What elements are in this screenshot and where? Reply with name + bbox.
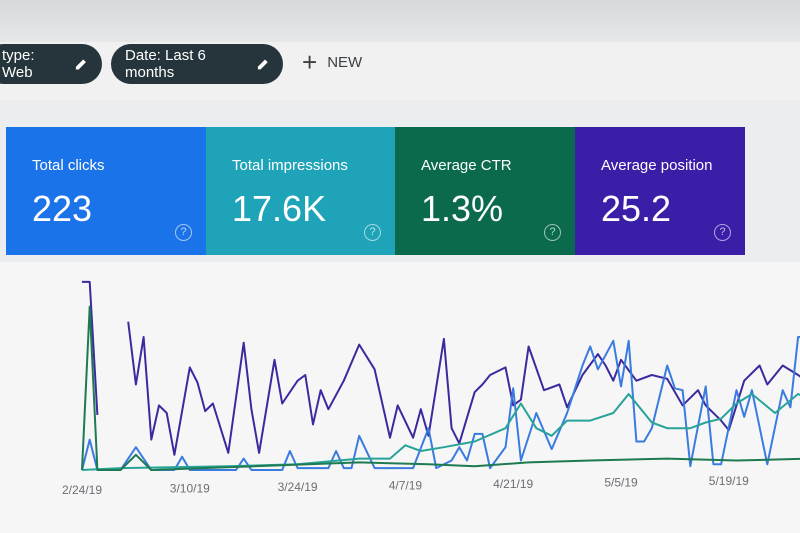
- series-line-average-position: [127, 321, 800, 456]
- metric-label: Total clicks: [32, 157, 105, 174]
- search-type-filter-chip[interactable]: type: Web: [0, 44, 102, 84]
- x-tick-label: 5/5/19: [604, 476, 638, 490]
- metric-cards: Total clicks 223 ? Total impressions 17.…: [6, 127, 745, 257]
- metric-label: Average position: [601, 157, 713, 174]
- series-line-average-ctr: [81, 305, 800, 471]
- help-icon[interactable]: ?: [175, 224, 192, 241]
- date-filter-label: Date: Last 6 months: [125, 47, 206, 81]
- x-tick-label: 3/24/19: [278, 480, 318, 494]
- performance-line-chart: 2/24/19 3/10/19 3/24/19 4/7/19 4/21/19 5/5/19…: [62, 280, 800, 497]
- x-tick-label: 4/7/19: [389, 479, 423, 493]
- x-tick-label: 5/19/19: [709, 474, 749, 488]
- help-icon[interactable]: ?: [544, 224, 561, 241]
- x-tick-label: 3/10/19: [170, 482, 210, 496]
- x-tick-label: 2/24/19: [62, 483, 102, 497]
- metric-value: 1.3%: [421, 188, 504, 229]
- metric-card-total-clicks[interactable]: Total clicks 223 ?: [6, 127, 206, 255]
- metric-card-average-position[interactable]: Average position 25.2 ?: [575, 127, 745, 255]
- metric-value: 25.2: [601, 188, 672, 229]
- metric-label: Average CTR: [421, 157, 512, 174]
- x-tick-label: 4/21/19: [493, 477, 533, 491]
- metric-card-average-ctr[interactable]: Average CTR 1.3% ?: [395, 127, 575, 255]
- browser-top-band: [0, 0, 800, 42]
- series-line-average-position: [82, 280, 99, 415]
- help-icon[interactable]: ?: [364, 224, 381, 241]
- search-type-label: type: Web: [2, 47, 35, 81]
- series-line-total-impressions: [81, 393, 800, 471]
- metric-value: 17.6K: [232, 188, 327, 229]
- chart-panel: [0, 262, 800, 533]
- plus-icon: +: [302, 47, 318, 77]
- new-button-label: NEW: [327, 53, 363, 71]
- metric-card-total-impressions[interactable]: Total impressions 17.6K ?: [206, 127, 395, 255]
- pencil-icon: [76, 59, 87, 70]
- pencil-icon: [257, 59, 268, 70]
- metric-value: 223: [32, 188, 93, 229]
- metric-label: Total impressions: [232, 157, 348, 174]
- date-filter-chip[interactable]: Date: Last 6 months: [111, 44, 283, 84]
- new-filter-button[interactable]: + NEW: [302, 47, 363, 77]
- series-line-total-clicks: [81, 336, 800, 471]
- help-icon[interactable]: ?: [714, 224, 731, 241]
